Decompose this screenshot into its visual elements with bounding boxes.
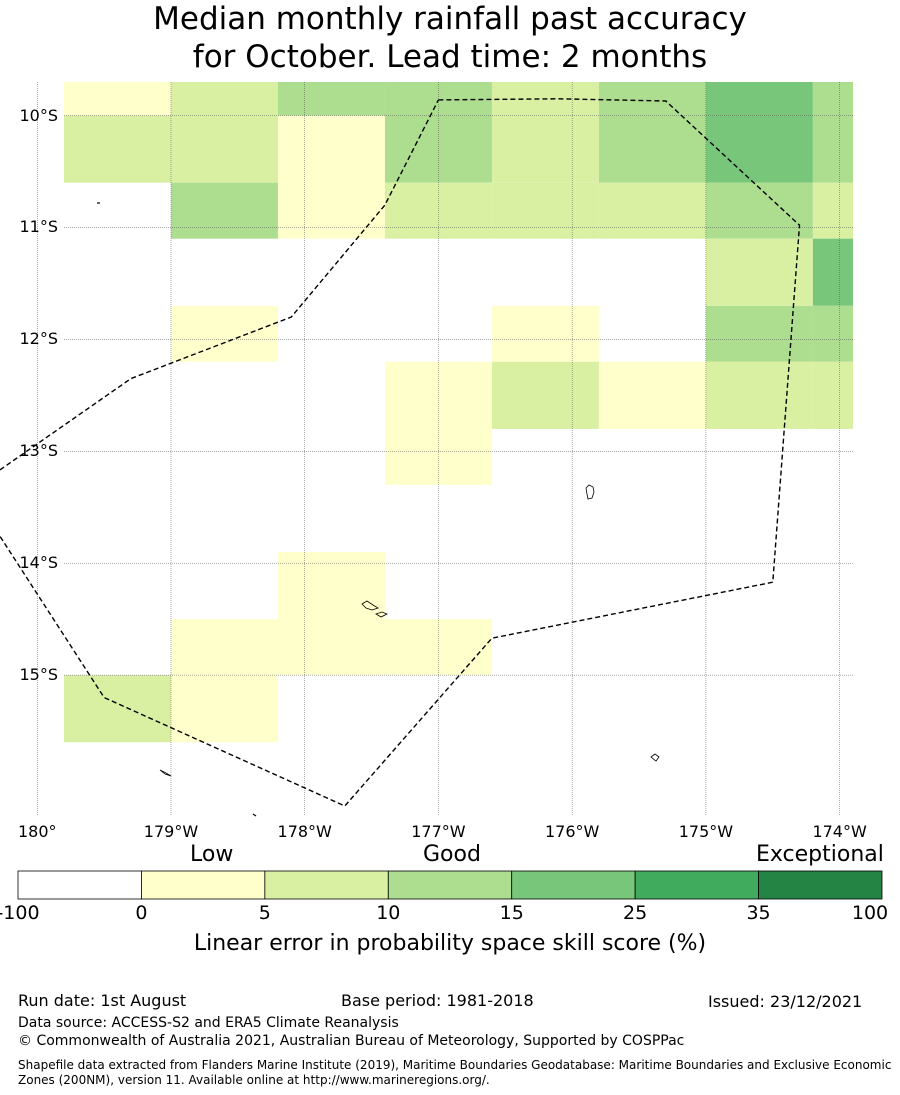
grid-cell [170,182,278,239]
colorbar-bin [17,870,142,900]
colorbar-tick-label: 15 [499,902,524,924]
grid-cell [598,115,706,183]
colorbar-tick-label: 35 [746,902,771,924]
grid-cell [64,115,171,183]
colorbar-bin [511,870,636,900]
grid-cell [170,619,278,676]
grid-cell [170,115,278,183]
lon-tick-label: 176°W [544,822,600,841]
colorbar-tick-label: 0 [135,902,148,924]
base-period: Base period: 1981-2018 [341,991,534,1010]
colorbar-bin [264,870,389,900]
island-nukunonu [585,484,595,500]
lat-tick-label: 11°S [19,217,58,237]
island-south [252,813,257,817]
grid-cell [170,82,278,116]
category-low: Low [190,842,234,867]
map-title: Median monthly rainfall past accuracy fo… [0,0,900,76]
colorbar-bin [387,870,513,900]
grid-cell [491,361,599,429]
copyright: © Commonwealth of Australia 2021, Austra… [18,1033,685,1049]
grid-cell [705,82,813,116]
grid-cell [277,82,385,116]
grid-cell [64,675,171,743]
title-line-2: for October. Lead time: 2 months [192,39,708,75]
grid-cell [491,182,599,239]
lon-tick-label: 174°W [812,822,867,841]
shapefile-credit: Shapefile data extracted from Flanders M… [18,1058,892,1087]
island-west [159,769,172,777]
run-date: Run date: 1st August [18,991,187,1010]
lon-tick-label: 175°W [678,822,734,841]
skill-grid-cells [64,82,853,743]
grid-cell [491,115,599,183]
lon-tick-label: 177°W [411,822,466,841]
islands [97,202,660,817]
colorbar-tick-label: 100 [851,902,889,924]
colorbar-bin [141,870,266,900]
grid-cell [705,305,813,362]
grid-cell [170,675,278,743]
data-source: Data source: ACCESS-S2 and ERA5 Climate … [18,1015,399,1031]
title-line-1: Median monthly rainfall past accuracy [153,1,747,37]
grid-cell [277,182,385,239]
grid-cell [812,238,853,306]
colorbar-bin [634,870,759,900]
island-upolu [375,611,388,618]
eez-boundary [0,98,801,807]
colorbar-tick-label: 10 [376,902,401,924]
lat-tick-label: 13°S [19,441,58,461]
grid-cell [277,619,385,676]
colorbar-bins [17,870,883,900]
lon-tick-label: 180° [17,822,57,841]
grid-cell [812,305,853,362]
skill-score-map [0,82,853,817]
grid-cell [598,82,706,116]
colorbar-tick-label: 25 [623,902,648,924]
grid-cell [812,82,853,116]
grid-cell [491,305,599,362]
grid-cell [705,182,813,239]
grid-cell [705,238,813,306]
colorbar-tick-label: 5 [258,902,271,924]
lon-tick-label: 179°W [143,822,199,841]
island-swains [650,753,660,762]
lat-tick-label: 14°S [19,553,58,573]
grid-cell [64,82,171,116]
grid-cell [812,115,853,183]
lat-tick-label: 15°S [19,665,58,685]
lat-tick-label: 10°S [19,105,58,125]
colorbar [17,870,883,900]
lon-tick-label: 178°W [277,822,332,841]
category-good: Good [423,842,481,867]
lat-tick-label: 12°S [19,329,58,349]
grid-cell [598,182,706,239]
category-exceptional: Exceptional [756,842,884,867]
island-savaii [361,600,379,611]
colorbar-tick-label: -100 [0,902,40,924]
grid-cell [170,305,278,362]
grid-cell [598,361,706,429]
colorbar-label: Linear error in probability space skill … [193,931,707,956]
grid-cell [812,361,853,429]
issued-date: Issued: 23/12/2021 [708,992,863,1011]
grid-cell [277,115,385,183]
grid-cell [705,115,813,183]
colorbar-bin [758,870,883,900]
grid-cell [812,182,853,239]
map-gridlines [37,82,853,815]
grid-cell [705,361,813,429]
